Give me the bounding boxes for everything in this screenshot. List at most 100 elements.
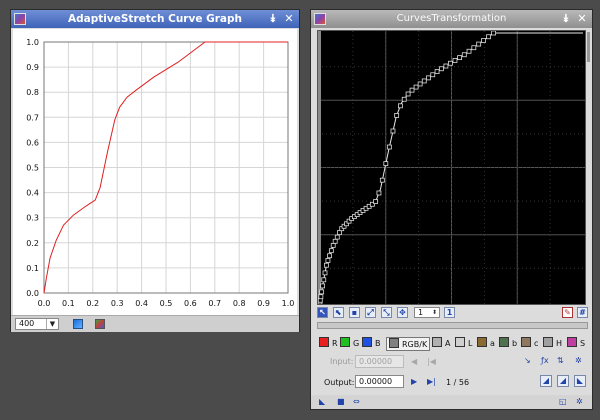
- select-point-icon[interactable]: ⬉: [333, 307, 344, 318]
- zoom-out-icon[interactable]: ⤡: [381, 307, 392, 318]
- channel-rgbk[interactable]: RGB/K: [386, 337, 431, 351]
- channel-b-chroma[interactable]: b: [499, 337, 517, 351]
- export-icon[interactable]: [73, 319, 83, 329]
- curve-control-point: [383, 161, 389, 167]
- close-icon[interactable]: ✕: [284, 12, 294, 25]
- channel-a-chroma[interactable]: a: [477, 337, 495, 351]
- edit-point-icon[interactable]: ↖: [317, 307, 328, 318]
- shade-icon[interactable]: ⯯: [562, 12, 570, 25]
- curve-control-point: [398, 103, 403, 109]
- curve-editor-graph[interactable]: [317, 30, 585, 305]
- channel-g[interactable]: G: [340, 337, 359, 351]
- curve-control-point: [439, 66, 444, 72]
- zoom-in-icon[interactable]: ⤢: [365, 307, 376, 318]
- curve-control-point: [452, 58, 458, 63]
- y-tick-label: 0.3: [26, 214, 39, 223]
- color-icon[interactable]: [95, 319, 105, 329]
- smooth-mode-icon[interactable]: ◣: [574, 375, 586, 387]
- curve-control-point: [321, 277, 327, 283]
- pan-icon[interactable]: ✥: [397, 307, 408, 318]
- y-tick-label: 0.5: [26, 164, 39, 173]
- grid-toggle-icon[interactable]: #: [577, 307, 588, 318]
- curve-control-point: [491, 30, 496, 36]
- graph-statusbar: 400 ▼: [11, 315, 299, 332]
- channel-label: S: [580, 339, 586, 348]
- channel-label: B: [375, 339, 381, 348]
- curve-control-point: [369, 201, 375, 207]
- realtime-preview-icon[interactable]: ⇔: [353, 397, 360, 406]
- curve-control-point: [376, 190, 382, 196]
- curve-control-point: [421, 78, 427, 84]
- channel-b[interactable]: B: [362, 337, 381, 351]
- sort-icon[interactable]: ⇅: [557, 356, 564, 365]
- curve-control-point: [332, 238, 338, 244]
- linear-mode-icon[interactable]: ◢: [557, 375, 569, 387]
- y-tick-label: 0.6: [26, 138, 39, 147]
- output-field[interactable]: 0.00000: [355, 375, 404, 388]
- channel-r[interactable]: R: [319, 337, 338, 351]
- prev-point-icon[interactable]: ◀: [411, 357, 418, 366]
- y-tick-label: 0.1: [26, 264, 39, 273]
- curve-control-point: [334, 234, 340, 240]
- zoom-one-icon[interactable]: 1: [444, 307, 455, 318]
- x-tick-label: 0.6: [184, 299, 197, 308]
- y-tick-label: 0.4: [26, 189, 39, 198]
- curve-control-point: [325, 258, 331, 263]
- zoom-spinbox[interactable]: 1 ⬍: [414, 307, 440, 318]
- close-icon[interactable]: ✕: [577, 12, 587, 25]
- channel-a[interactable]: A: [432, 337, 450, 351]
- last-point-icon[interactable]: ▶|: [427, 377, 436, 386]
- input-label: Input:: [330, 357, 354, 366]
- shade-icon[interactable]: ⯯: [269, 12, 277, 25]
- chevron-down-icon[interactable]: ▼: [46, 319, 58, 329]
- channel-c[interactable]: c: [521, 337, 538, 351]
- h-swatch-icon: [543, 337, 553, 347]
- curve-control-point: [401, 96, 407, 102]
- input-field[interactable]: 0.00000: [355, 355, 404, 368]
- reset-icon[interactable]: ✲: [575, 356, 582, 365]
- curves-titlebar[interactable]: CurvesTransformation ⯯ ✕: [311, 10, 592, 28]
- channel-label: R: [332, 339, 338, 348]
- formula-icon[interactable]: ƒx: [541, 356, 549, 365]
- vertical-scrollbar[interactable]: [587, 32, 590, 62]
- x-tick-label: 0.0: [38, 299, 51, 308]
- curve-control-point: [327, 253, 332, 259]
- browse-doc-icon[interactable]: ◱: [559, 397, 567, 406]
- delete-point-icon[interactable]: ▪: [349, 307, 360, 318]
- spline-mode-icon[interactable]: ◢: [540, 375, 552, 387]
- zoom-combo[interactable]: 400 ▼: [15, 318, 59, 330]
- curve-control-point: [466, 48, 472, 54]
- curve-control-point: [443, 63, 449, 69]
- curve-control-point: [330, 242, 336, 248]
- y-tick-label: 0.8: [26, 88, 39, 97]
- curve-control-point: [471, 45, 477, 51]
- curve-control-point: [413, 84, 419, 90]
- b-swatch-icon: [499, 337, 509, 347]
- new-instance-icon[interactable]: ◣: [319, 397, 326, 406]
- curve-control-point: [379, 177, 385, 183]
- apply-global-icon[interactable]: ■: [337, 397, 345, 406]
- curve-control-point: [373, 199, 379, 204]
- channel-h[interactable]: H: [543, 337, 562, 351]
- curve-control-point: [486, 34, 491, 40]
- curve-graph-titlebar[interactable]: AdaptiveStretch Curve Graph ⯯ ✕: [11, 10, 299, 28]
- curve-control-point: [394, 113, 400, 118]
- curve-editor-canvas[interactable]: [317, 30, 586, 305]
- channel-s[interactable]: S: [567, 337, 585, 351]
- x-tick-label: 0.4: [135, 299, 148, 308]
- curve-control-point: [426, 75, 431, 81]
- spin-arrows-icon[interactable]: ⬍: [431, 309, 437, 316]
- invert-icon[interactable]: ↘: [524, 356, 531, 365]
- curve-control-point: [322, 270, 328, 276]
- show-all-curves-icon[interactable]: ✎: [562, 307, 573, 318]
- reset-instance-icon[interactable]: ✲: [576, 397, 583, 406]
- first-point-icon[interactable]: |◀: [427, 357, 436, 366]
- curve-control-point: [430, 72, 436, 78]
- rgbk-swatch-icon: [389, 338, 399, 348]
- curve-control-point: [346, 218, 352, 224]
- horizontal-scrollbar[interactable]: [317, 322, 588, 329]
- zoom-spin-value: 1: [418, 308, 424, 317]
- channel-l[interactable]: L: [455, 337, 472, 351]
- green-swatch-icon: [340, 337, 350, 347]
- next-point-icon[interactable]: ▶: [411, 377, 418, 386]
